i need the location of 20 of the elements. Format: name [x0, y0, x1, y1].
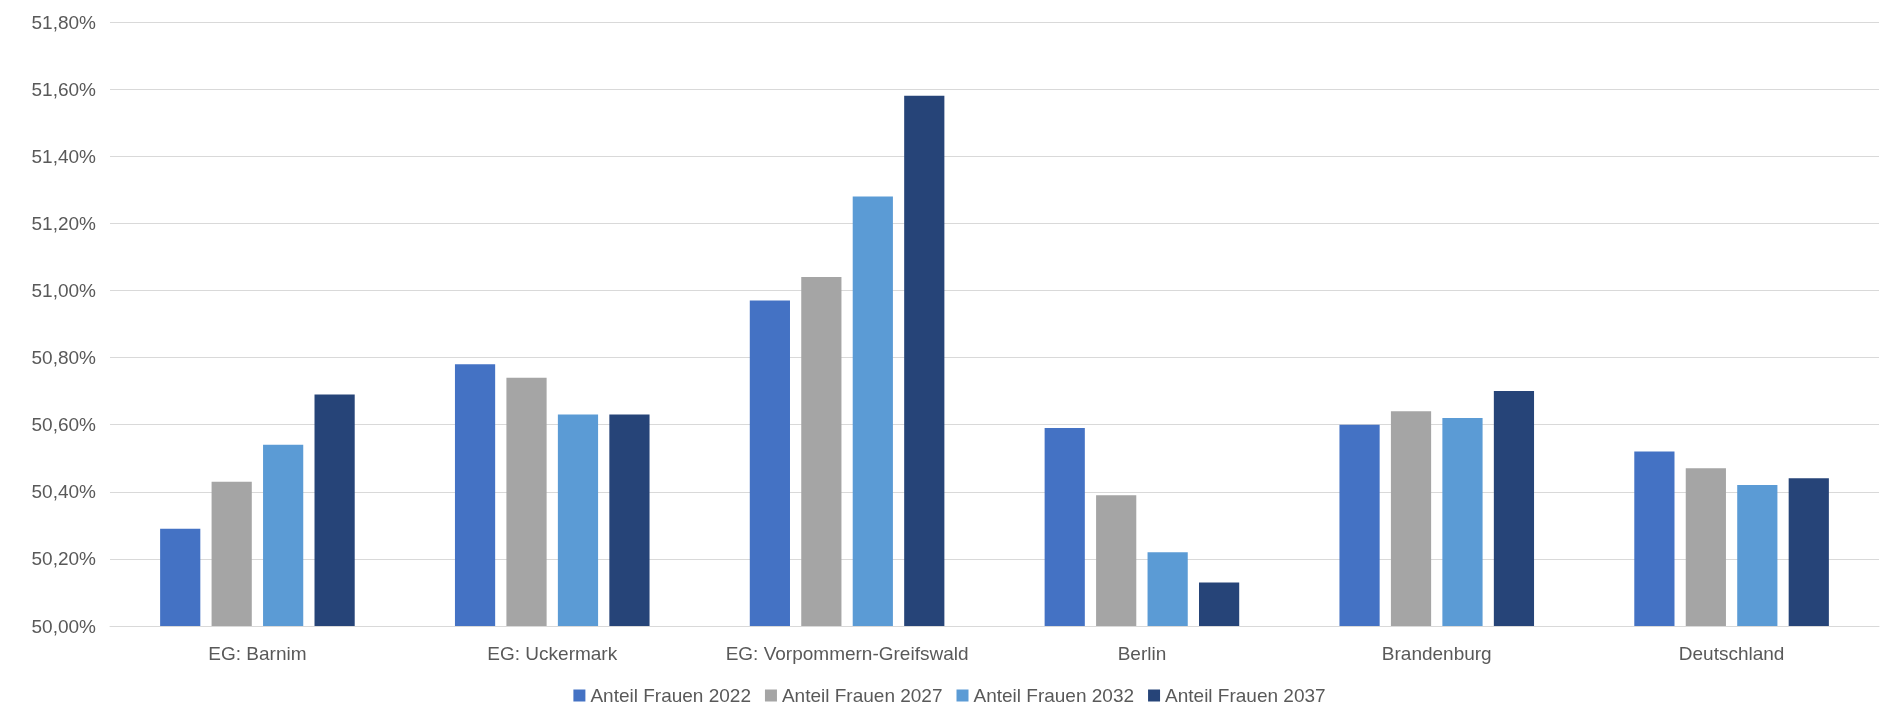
- x-tick-label: EG: Barnim: [208, 643, 307, 664]
- y-tick-label: 50,20%: [31, 548, 97, 570]
- y-tick-label: 50,40%: [31, 481, 97, 503]
- x-tick-label: Deutschland: [1678, 643, 1785, 664]
- y-tick-label: 51,40%: [31, 145, 97, 167]
- legend-label: Anteil Frauen 2022: [590, 685, 751, 706]
- x-tick-label: EG: Uckermark: [487, 643, 618, 664]
- y-tick-label: 50,60%: [31, 414, 97, 436]
- x-tick-label: Brandenburg: [1381, 643, 1492, 664]
- y-tick-label: 50,80%: [31, 347, 97, 369]
- y-tick-label: 50,00%: [31, 615, 97, 637]
- x-tick-label: EG: Vorpommern-Greifswald: [725, 643, 969, 664]
- y-tick-label: 51,20%: [31, 212, 97, 234]
- y-tick-label: 51,60%: [31, 78, 97, 100]
- x-tick-label: Berlin: [1117, 643, 1167, 664]
- y-tick-label: 51,00%: [31, 279, 97, 301]
- y-tick-label: 51,80%: [31, 11, 97, 33]
- legend-label: Anteil Frauen 2037: [1165, 685, 1326, 706]
- legend-label: Anteil Frauen 2032: [973, 685, 1135, 706]
- legend-label: Anteil Frauen 2027: [781, 685, 943, 706]
